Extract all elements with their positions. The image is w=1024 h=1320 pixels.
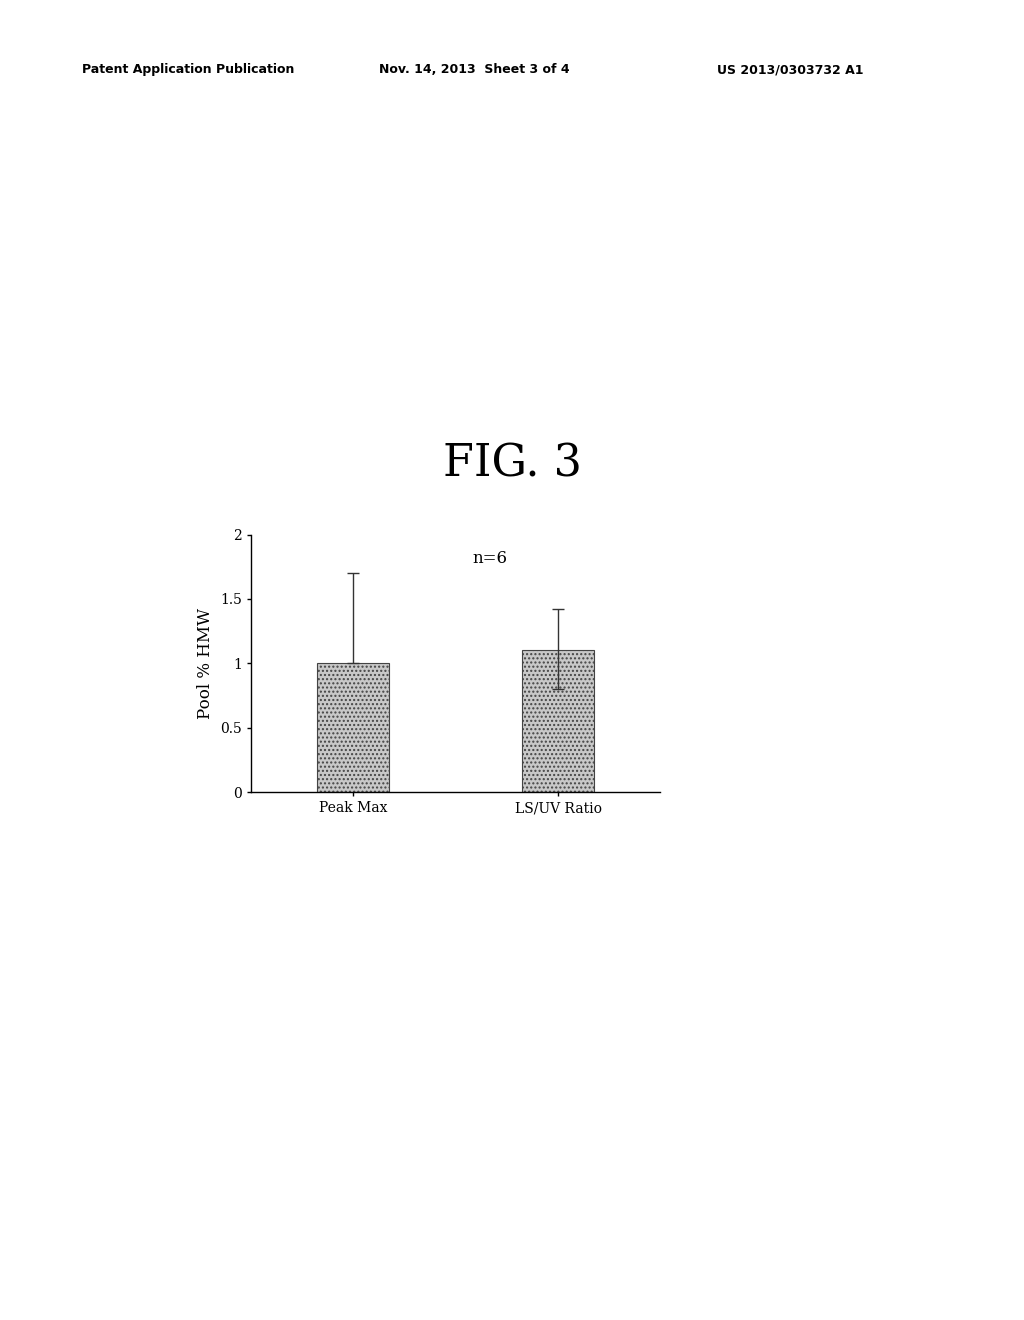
Y-axis label: Pool % HMW: Pool % HMW (198, 607, 214, 719)
Bar (317, 663, 389, 792)
Text: Patent Application Publication: Patent Application Publication (82, 63, 294, 77)
Text: FIG. 3: FIG. 3 (442, 442, 582, 486)
Text: US 2013/0303732 A1: US 2013/0303732 A1 (717, 63, 863, 77)
Bar (522, 651, 594, 792)
Text: Nov. 14, 2013  Sheet 3 of 4: Nov. 14, 2013 Sheet 3 of 4 (379, 63, 569, 77)
Text: n=6: n=6 (472, 550, 507, 568)
